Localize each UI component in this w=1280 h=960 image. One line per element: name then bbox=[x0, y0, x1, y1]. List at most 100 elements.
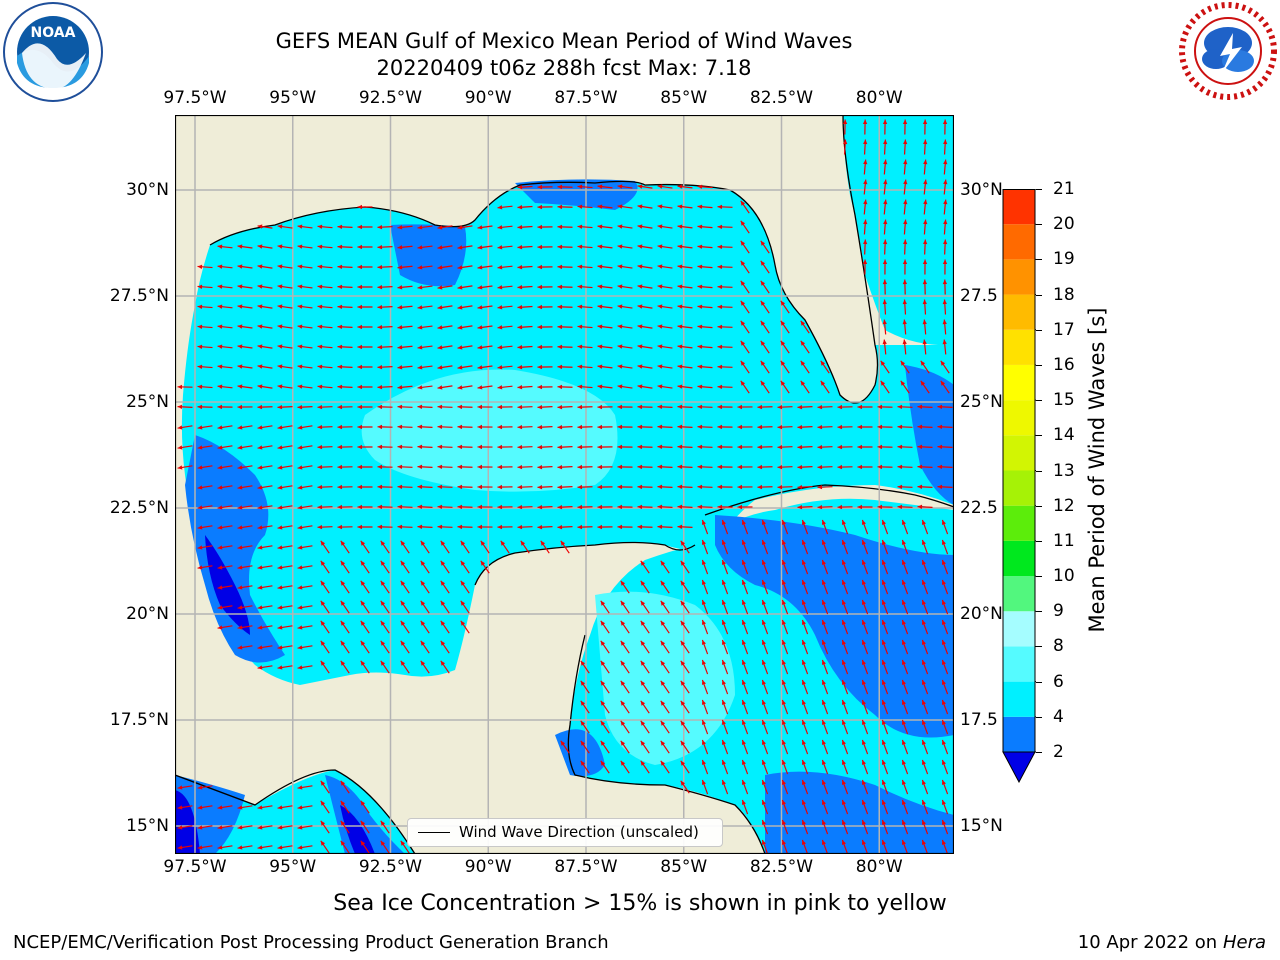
coastline bbox=[474, 541, 696, 586]
wave-arrow-head bbox=[882, 259, 888, 265]
wave-arrow-head bbox=[377, 304, 383, 310]
wave-arrow-head bbox=[460, 540, 466, 546]
colorbar-band bbox=[1003, 329, 1035, 365]
wave-arrow-head bbox=[217, 605, 223, 610]
wave-arrow-head bbox=[277, 445, 283, 450]
wave-arrow-head bbox=[881, 799, 887, 805]
wave-arrow-head bbox=[660, 740, 666, 746]
wave-arrow-head bbox=[417, 524, 423, 530]
wave-arrow-head bbox=[657, 224, 663, 229]
wave-arrow-head bbox=[297, 244, 303, 249]
wave-arrow-head bbox=[921, 519, 927, 525]
wave-arrow-head bbox=[701, 539, 707, 545]
wave-arrow-head bbox=[497, 245, 503, 250]
footer-credit: NCEP/EMC/Verification Post Processing Pr… bbox=[13, 932, 609, 953]
wave-arrow-head bbox=[940, 380, 946, 386]
wave-arrow-head bbox=[781, 699, 787, 705]
wave-arrow-head bbox=[917, 464, 923, 470]
wave-arrow-head bbox=[761, 759, 767, 765]
wave-arrow-head bbox=[701, 619, 707, 625]
wave-arrow-head bbox=[380, 560, 386, 566]
wave-arrow-head bbox=[237, 465, 243, 470]
wave-arrow-head bbox=[377, 444, 383, 450]
wave-arrow-head bbox=[437, 504, 443, 510]
wave-arrow-head bbox=[257, 364, 263, 369]
colorbar-tick: 9 bbox=[1053, 601, 1064, 622]
wave-arrow-head bbox=[357, 424, 363, 430]
wave-arrow-head bbox=[377, 504, 383, 510]
wave-arrow-head bbox=[761, 539, 767, 545]
wave-arrow-head bbox=[921, 819, 927, 825]
wave-arrow-head bbox=[917, 424, 923, 430]
wave-arrow-head bbox=[357, 324, 363, 330]
wave-arrow-head bbox=[741, 759, 747, 765]
wave-arrow-head bbox=[277, 505, 283, 510]
plot-frame bbox=[174, 114, 955, 855]
wave-arrow-head bbox=[841, 659, 847, 665]
lat-tick-right: 22.5 bbox=[960, 498, 998, 518]
wave-arrow-head bbox=[437, 464, 443, 470]
wave-arrow-head bbox=[517, 484, 523, 490]
wave-arrow-head bbox=[257, 625, 263, 630]
wave-arrow-head bbox=[801, 639, 807, 645]
wave-arrow-head bbox=[801, 779, 807, 785]
wave-arrow-head bbox=[197, 404, 203, 410]
wave-arrow-head bbox=[637, 284, 643, 289]
wave-arrow-head bbox=[781, 799, 787, 805]
colorbar-tick: 8 bbox=[1053, 636, 1064, 657]
wave-arrow-head bbox=[863, 219, 868, 225]
wave-arrow-head bbox=[857, 464, 863, 470]
wave-arrow-head bbox=[863, 179, 868, 185]
wave-arrow-head bbox=[477, 424, 483, 430]
wave-arrow-head bbox=[520, 540, 526, 546]
wave-arrow-head bbox=[400, 840, 406, 846]
wave-arrow-head bbox=[377, 464, 383, 470]
wave-arrow-head bbox=[640, 760, 646, 766]
wave-arrow-head bbox=[320, 540, 326, 546]
wave-arrow-head bbox=[297, 344, 303, 349]
wave-arrow-head bbox=[297, 665, 303, 670]
wave-arrow-head bbox=[777, 484, 783, 490]
colorbar-tick: 2 bbox=[1053, 742, 1064, 762]
wave-arrow-head bbox=[620, 680, 626, 686]
wave-arrow-head bbox=[902, 339, 907, 345]
wave-arrow-head bbox=[921, 779, 927, 785]
wave-arrow-head bbox=[297, 545, 303, 550]
lon-tick-top: 82.5°W bbox=[749, 88, 814, 108]
wave-arrow-head bbox=[617, 324, 623, 329]
wave-arrow-head bbox=[540, 540, 546, 546]
colorbar-tick: 14 bbox=[1053, 425, 1075, 446]
wave-arrow-head bbox=[801, 599, 807, 605]
wave-arrow-head bbox=[697, 284, 703, 289]
colorbar-band bbox=[1003, 681, 1035, 717]
wave-arrow-head bbox=[537, 344, 543, 350]
wave-arrow-head bbox=[560, 740, 566, 746]
wave-arrow-head bbox=[617, 464, 623, 470]
wave-arrow-head bbox=[680, 580, 686, 586]
wave-arrow-head bbox=[901, 659, 907, 665]
wave-arrow-head bbox=[781, 819, 787, 825]
wave-arrow-head bbox=[901, 699, 907, 705]
wave-arrow-head bbox=[777, 464, 783, 470]
wave-arrow-head bbox=[577, 524, 583, 530]
wave-arrow-head bbox=[921, 719, 927, 725]
wave-arrow-head bbox=[942, 239, 948, 245]
wave-arrow-head bbox=[297, 825, 303, 830]
wave-arrow-head bbox=[761, 839, 767, 845]
wave-arrow-head bbox=[821, 719, 827, 725]
wave-arrow-head bbox=[717, 384, 723, 390]
wave-arrow-head bbox=[677, 284, 683, 289]
wave-arrow-head bbox=[941, 659, 947, 665]
wave-arrow-head bbox=[841, 839, 847, 845]
wave-arrow-head bbox=[237, 565, 243, 570]
colorbar-swatches bbox=[1002, 188, 1036, 784]
colorbar-tick: 16 bbox=[1053, 354, 1075, 375]
lon-tick-top: 97.5°W bbox=[163, 88, 227, 108]
wave-arrow-head bbox=[721, 659, 727, 665]
wave-arrow-head bbox=[877, 464, 883, 470]
wave-arrow-head bbox=[861, 699, 867, 705]
wave-arrow-head bbox=[620, 580, 626, 586]
wave-arrow-head bbox=[317, 284, 323, 289]
wave-arrow-head bbox=[817, 464, 823, 470]
wave-arrow-head bbox=[897, 504, 903, 510]
